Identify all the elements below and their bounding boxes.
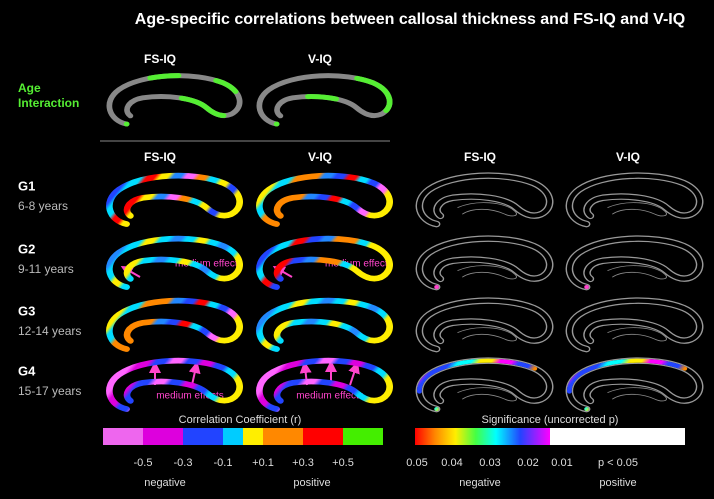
colorbar-tick-label: 0.04 [441, 457, 462, 469]
correlation-map [109, 176, 239, 224]
threshold-label: p < 0.05 [598, 457, 638, 469]
colorbar-tick-label: +0.3 [292, 457, 314, 469]
colorbar-tick-label: 0.03 [479, 457, 500, 469]
correlation-map [259, 176, 389, 224]
callosum [569, 176, 699, 224]
callosum [259, 361, 389, 409]
colorbar-segment [223, 428, 243, 445]
annotation: medium effects [296, 391, 364, 402]
callosum [259, 301, 389, 349]
correlation-map [109, 361, 239, 409]
colorbar-tick-label: +0.1 [252, 457, 274, 469]
row-label: Age [18, 81, 41, 95]
legend-title: Correlation Coefficient (r) [179, 414, 302, 426]
callosum [109, 176, 239, 224]
callosum [259, 76, 389, 124]
colorbar-segment [143, 428, 183, 445]
group-label: G4 [18, 363, 36, 378]
group-label: G1 [18, 178, 35, 193]
group-age: 15-17 years [18, 384, 81, 398]
colorbar-segment [343, 428, 383, 445]
callosum [419, 301, 549, 349]
colorbar-tick-label: -0.3 [174, 457, 193, 469]
annotation: medium effects [156, 391, 224, 402]
callosum [259, 176, 389, 224]
callosum [419, 176, 549, 224]
correlation-map [259, 361, 389, 409]
colorbar-segment [183, 428, 223, 445]
group-label: G2 [18, 241, 35, 256]
legend-label: negative [144, 477, 186, 489]
colorbar-tick-label: -0.1 [214, 457, 233, 469]
column-header: FS-IQ [144, 150, 176, 164]
colorbar-segment [303, 428, 343, 445]
arrow [188, 361, 201, 386]
colorbar-tick-label: +0.5 [332, 457, 354, 469]
arrow [348, 361, 360, 386]
column-header: FS-IQ [144, 52, 176, 66]
callosum [569, 239, 699, 287]
group-label: G3 [18, 303, 35, 318]
group-age: 12-14 years [18, 324, 81, 338]
legend-title: Significance (uncorrected p) [482, 414, 619, 426]
callosum [569, 361, 699, 409]
callosum [109, 361, 239, 409]
legend-label: positive [599, 477, 636, 489]
callosum [569, 301, 699, 349]
colorbar-tick-label: 0.02 [517, 457, 538, 469]
colorbar-tick-label: 0.05 [406, 457, 427, 469]
colorbar-segment [103, 428, 143, 445]
column-header: FS-IQ [464, 150, 496, 164]
colorbar-tick-label: 0.01 [551, 457, 572, 469]
threshold-bar [550, 428, 685, 445]
column-header: V-IQ [308, 150, 332, 164]
callosum [419, 361, 549, 409]
colorbar-segment [263, 428, 303, 445]
annotation: medium effect [175, 259, 238, 270]
legend-label: negative [459, 477, 501, 489]
callosum [109, 301, 239, 349]
callosum [109, 76, 239, 124]
callosum [419, 239, 549, 287]
significance-bar [415, 428, 550, 445]
row-label: Interaction [18, 96, 79, 110]
legend-label: positive [293, 477, 330, 489]
correlation-map [259, 301, 389, 349]
group-age: 6-8 years [18, 199, 68, 213]
title: Age-specific correlations between callos… [135, 11, 685, 28]
annotation: medium effect [325, 259, 388, 270]
colorbar-segment [243, 428, 263, 445]
column-header: V-IQ [308, 52, 332, 66]
correlation-map [109, 301, 239, 349]
group-age: 9-11 years [18, 262, 74, 276]
colorbar-tick-label: -0.5 [134, 457, 153, 469]
column-header: V-IQ [616, 150, 640, 164]
